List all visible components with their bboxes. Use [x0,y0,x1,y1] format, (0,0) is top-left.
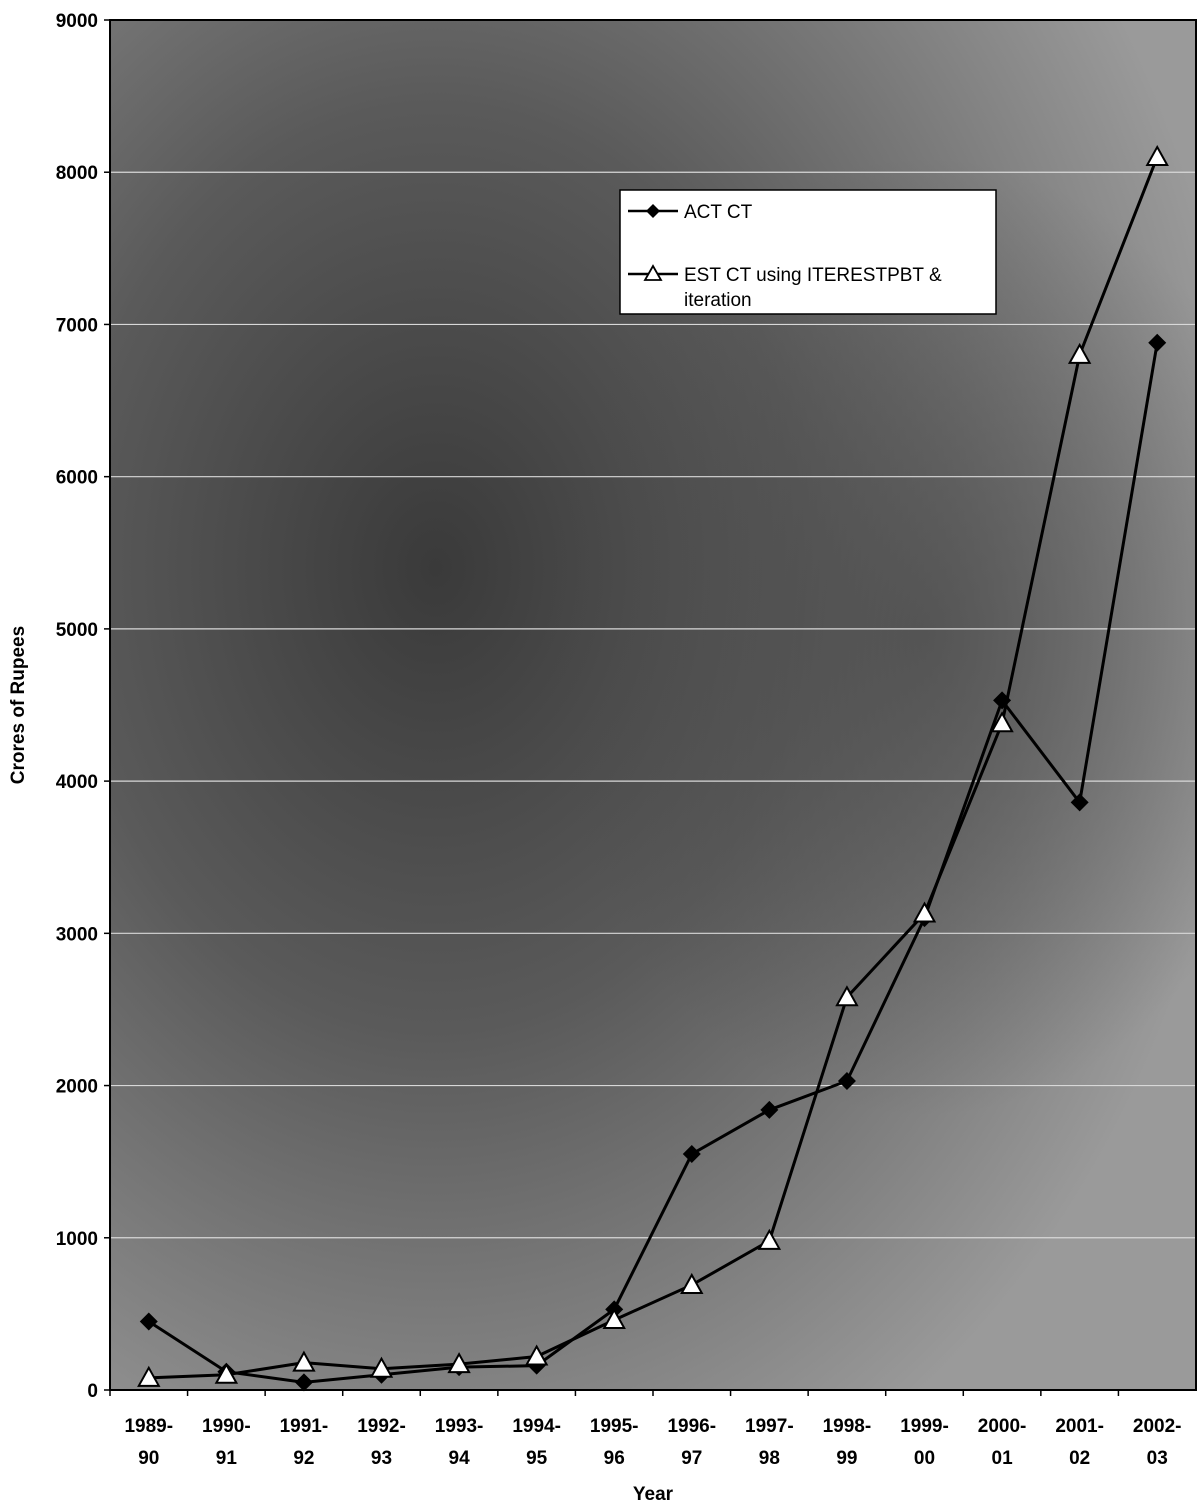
series-line-0 [147,342,1159,1384]
x-tick-label-line2: 94 [449,1448,471,1469]
y-tick-label: 9000 [56,11,98,32]
y-tick-label: 0 [87,1381,98,1402]
legend-triangle-marker [643,264,663,281]
x-tick-label-line1: 1999- [900,1416,949,1437]
plot-area-border [109,19,1197,1391]
y-axis-title: Crores of Rupees [8,626,29,784]
x-tick-label-line2: 01 [992,1448,1014,1469]
y-tick-label: 4000 [56,772,98,793]
y-tick-label: 3000 [56,924,98,945]
x-tick-label-line1: 1994- [512,1416,561,1437]
x-tick-label-line2: 93 [371,1448,392,1469]
legend-diamond-marker [646,204,660,218]
series-line-1 [148,156,1159,1380]
data-point-est-ct [1067,342,1092,364]
y-tick-label: 6000 [56,468,98,489]
data-point-est-ct [369,1356,394,1378]
data-point-est-ct [137,1365,161,1387]
x-tick-label-line2: 95 [526,1448,548,1469]
legend-label-act-ct: ACT CT [684,202,753,223]
data-point-est-ct [524,1344,549,1366]
legend-label-est-ct: EST CT using ITERESTPBT & iteration [684,265,942,311]
x-tick-label-line2: 97 [681,1448,702,1469]
data-point-est-ct [214,1362,239,1384]
x-tick-label-line1: 1993- [435,1416,484,1437]
data-point-act-ct [682,1145,701,1164]
data-point-est-ct [990,711,1014,733]
x-tick-label-line2: 90 [138,1448,159,1469]
x-tick-label-line2: 92 [293,1448,314,1469]
data-point-est-ct [602,1307,626,1329]
y-tick-label: 5000 [56,620,98,641]
x-tick-label-line1: 1992- [357,1416,406,1437]
x-tick-label-line2: 91 [216,1448,238,1469]
x-tick-label-line1: 1995- [590,1416,639,1437]
data-point-act-ct [139,1312,158,1331]
y-tick-label: 7000 [56,315,98,336]
x-tick-label-line2: 99 [836,1448,857,1469]
x-tick-label-line1: 1997- [745,1416,794,1437]
x-tick-label-line1: 2001- [1055,1416,1104,1437]
x-tick-label-line2: 00 [914,1448,935,1469]
x-tick-label-line1: 1990- [202,1416,251,1437]
x-tick-label-line1: 1998- [823,1416,872,1437]
legend-box [619,189,997,315]
legend: ACT CT EST CT using ITERESTPBT & iteratio… [619,189,997,315]
data-point-act-ct [760,1100,779,1119]
x-tick-label-line1: 2002- [1133,1416,1182,1437]
data-point-est-ct [1145,144,1169,166]
x-tick-label-line2: 02 [1069,1448,1090,1469]
data-point-act-ct [1070,793,1089,812]
data-point-est-ct [447,1352,471,1374]
x-axis-title: Year [633,1484,674,1505]
data-point-est-ct [912,901,937,923]
x-tick-label-line2: 03 [1147,1448,1168,1469]
y-tick-label: 8000 [56,163,98,184]
data-point-act-ct [837,1071,856,1090]
data-point-act-ct [1148,333,1167,352]
x-tick-label-line2: 96 [604,1448,625,1469]
x-tick-label-line1: 1989- [124,1416,173,1437]
x-tick-label-line1: 2000- [978,1416,1027,1437]
y-tick-label: 1000 [56,1229,98,1250]
data-point-est-ct [757,1228,782,1250]
data-point-est-ct [292,1350,316,1372]
data-point-est-ct [680,1272,704,1294]
x-tick-label-line2: 98 [759,1448,780,1469]
data-point-est-ct [835,985,859,1007]
y-tick-label: 2000 [56,1077,98,1098]
x-tick-label-line1: 1991- [280,1416,329,1437]
data-point-act-ct [993,691,1012,710]
data-point-act-ct [294,1373,313,1392]
x-tick-label-line1: 1996- [667,1416,716,1437]
